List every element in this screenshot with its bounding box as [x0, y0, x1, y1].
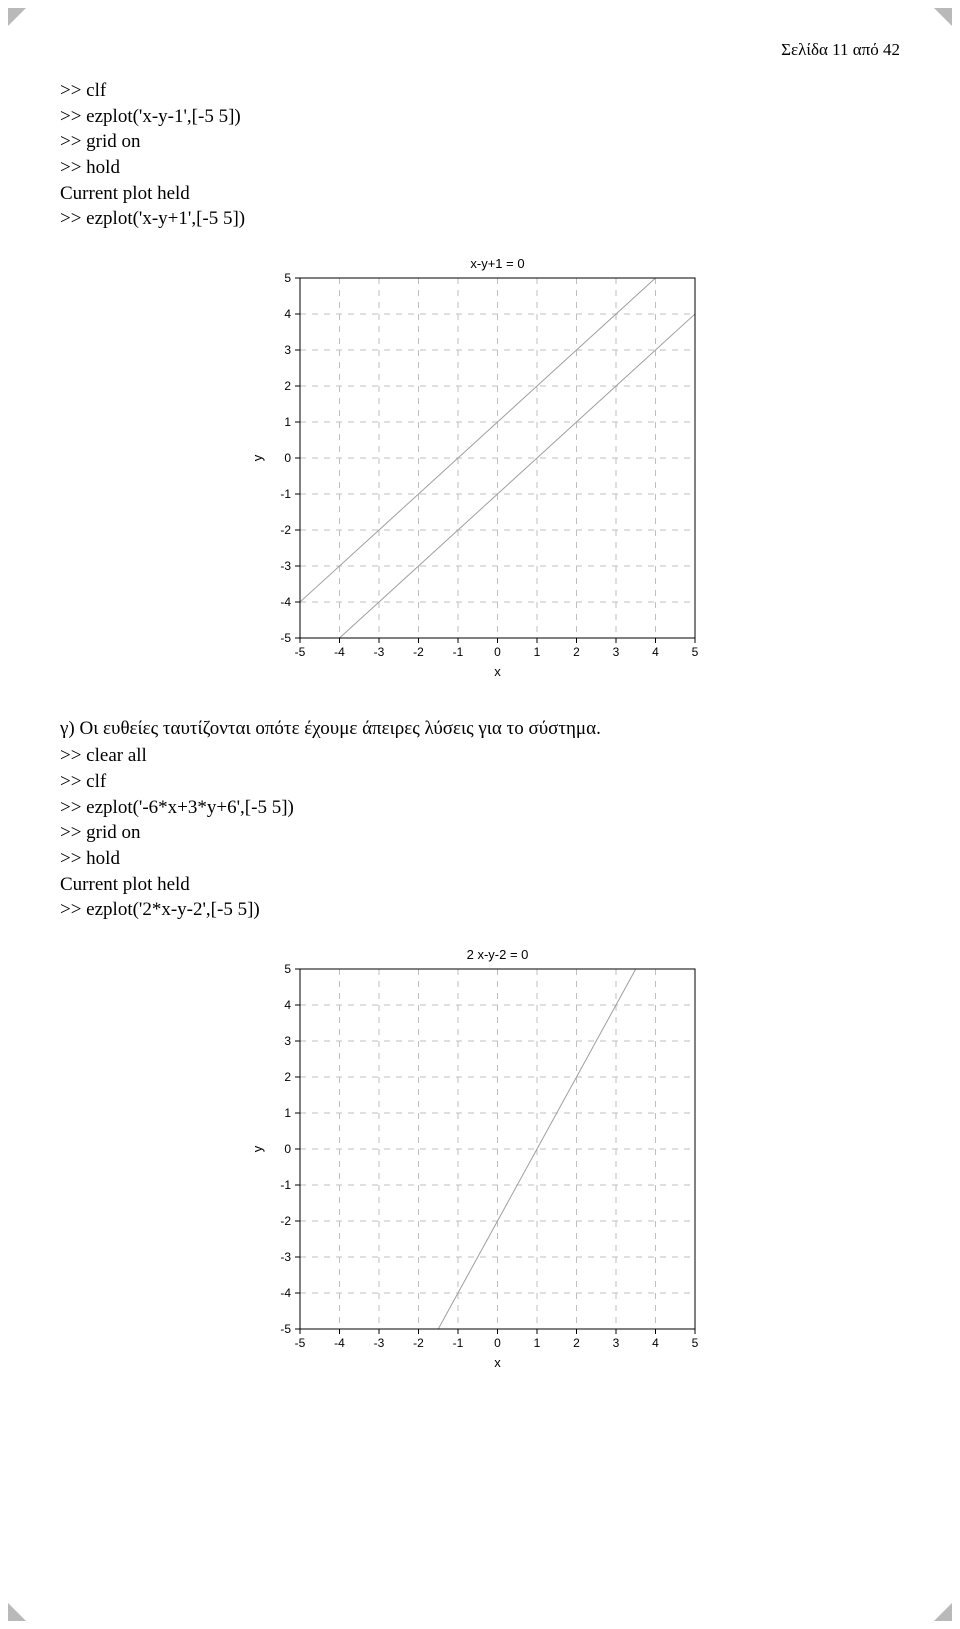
code-line: >> clf [60, 769, 900, 795]
svg-text:-1: -1 [280, 487, 291, 501]
svg-text:2: 2 [284, 379, 291, 393]
corner-marker-tl [8, 8, 26, 26]
svg-text:4: 4 [652, 645, 659, 659]
svg-text:-3: -3 [280, 1250, 291, 1264]
svg-text:5: 5 [692, 1336, 699, 1350]
code-line: >> ezplot('2*x-y-2',[-5 5]) [60, 897, 900, 923]
svg-text:-5: -5 [280, 631, 291, 645]
svg-text:-5: -5 [295, 645, 306, 659]
svg-text:-2: -2 [413, 1336, 424, 1350]
svg-text:-4: -4 [280, 1286, 291, 1300]
chart-1: -5 -4 -3 -2 -1 0 1 2 3 4 5 -5 -4 -3 -2 -1 0 1 2 3 4 5 x-y+1 = … [245, 248, 715, 688]
code-line: >> clear all [60, 743, 900, 769]
code-line: >> hold [60, 846, 900, 872]
svg-text:x: x [494, 664, 501, 679]
chart-1-wrap: -5 -4 -3 -2 -1 0 1 2 3 4 5 -5 -4 -3 -2 -1 0 1 2 3 4 5 x-y+1 = … [60, 248, 900, 688]
svg-text:-5: -5 [280, 1322, 291, 1336]
svg-text:-4: -4 [280, 595, 291, 609]
corner-marker-br [934, 1603, 952, 1621]
svg-text:3: 3 [284, 1034, 291, 1048]
svg-text:0: 0 [494, 1336, 501, 1350]
svg-text:-1: -1 [280, 1178, 291, 1192]
svg-text:-3: -3 [374, 645, 385, 659]
code-line: Current plot held [60, 181, 900, 207]
svg-text:2: 2 [284, 1070, 291, 1084]
svg-text:-2: -2 [413, 645, 424, 659]
svg-text:-4: -4 [334, 645, 345, 659]
svg-text:y: y [250, 1145, 265, 1152]
svg-text:-3: -3 [374, 1336, 385, 1350]
svg-text:-2: -2 [280, 1214, 291, 1228]
code-line: >> grid on [60, 129, 900, 155]
svg-text:4: 4 [652, 1336, 659, 1350]
svg-text:2 x-y-2 = 0: 2 x-y-2 = 0 [467, 947, 529, 962]
svg-text:4: 4 [284, 998, 291, 1012]
svg-text:5: 5 [692, 645, 699, 659]
code-line: >> ezplot('x-y-1',[-5 5]) [60, 104, 900, 130]
svg-text:-2: -2 [280, 523, 291, 537]
svg-text:5: 5 [284, 271, 291, 285]
code-line: Current plot held [60, 872, 900, 898]
svg-text:3: 3 [613, 1336, 620, 1350]
code-line: >> ezplot('-6*x+3*y+6',[-5 5]) [60, 795, 900, 821]
svg-text:x-y+1 = 0: x-y+1 = 0 [470, 256, 524, 271]
svg-text:-1: -1 [453, 645, 464, 659]
svg-text:0: 0 [494, 645, 501, 659]
code-block-1: >> clf>> ezplot('x-y-1',[-5 5])>> grid o… [60, 78, 900, 232]
page: Σελίδα 11 από 42 >> clf>> ezplot('x-y-1'… [0, 0, 960, 1629]
code-block-2: >> clear all>> clf>> ezplot('-6*x+3*y+6'… [60, 743, 900, 922]
svg-text:0: 0 [284, 451, 291, 465]
svg-text:0: 0 [284, 1142, 291, 1156]
svg-text:4: 4 [284, 307, 291, 321]
svg-text:2: 2 [573, 1336, 580, 1350]
svg-text:3: 3 [284, 343, 291, 357]
svg-text:1: 1 [284, 1106, 291, 1120]
chart-2: -5 -4 -3 -2 -1 0 1 2 3 4 5 -5 -4 -3 -2 -1 0 1 2 3 4 5 2 x-y-2 … [245, 939, 715, 1379]
page-number: Σελίδα 11 από 42 [60, 40, 900, 60]
svg-text:1: 1 [284, 415, 291, 429]
chart-2-wrap: -5 -4 -3 -2 -1 0 1 2 3 4 5 -5 -4 -3 -2 -1 0 1 2 3 4 5 2 x-y-2 … [60, 939, 900, 1379]
code-line: >> ezplot('x-y+1',[-5 5]) [60, 206, 900, 232]
svg-text:x: x [494, 1355, 501, 1370]
svg-text:y: y [250, 454, 265, 461]
svg-text:1: 1 [534, 645, 541, 659]
svg-text:5: 5 [284, 962, 291, 976]
code-line: >> hold [60, 155, 900, 181]
corner-marker-tr [934, 8, 952, 26]
code-line: >> grid on [60, 820, 900, 846]
text-gamma: γ) Οι ευθείες ταυτίζονται οπότε έχουμε ά… [60, 716, 900, 742]
corner-marker-bl [8, 1603, 26, 1621]
svg-text:-4: -4 [334, 1336, 345, 1350]
svg-text:2: 2 [573, 645, 580, 659]
svg-text:-5: -5 [295, 1336, 306, 1350]
svg-text:1: 1 [534, 1336, 541, 1350]
svg-text:3: 3 [613, 645, 620, 659]
code-line: >> clf [60, 78, 900, 104]
svg-text:-3: -3 [280, 559, 291, 573]
svg-text:-1: -1 [453, 1336, 464, 1350]
